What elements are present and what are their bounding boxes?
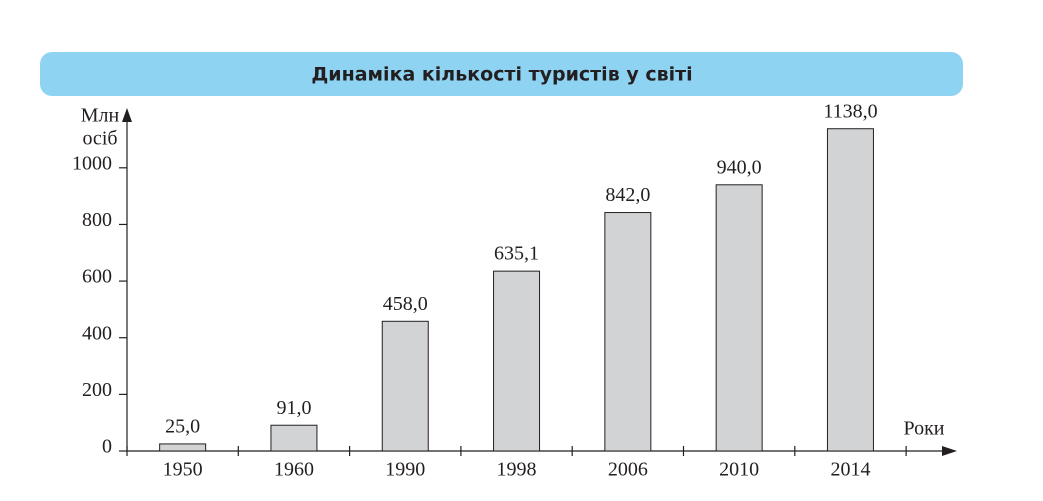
value-label: 635,1: [494, 243, 539, 265]
y-tick-label: 200: [82, 379, 112, 401]
x-axis-arrow: [942, 446, 957, 456]
chart-title: Динаміка кількості туристів у світі: [311, 64, 692, 86]
value-label: 940,0: [717, 156, 762, 178]
y-tick-label: 1000: [72, 152, 112, 174]
bar: [270, 424, 318, 452]
x-tick-label: 1990: [385, 459, 425, 481]
bar: [381, 320, 429, 452]
x-axis-label: Роки: [903, 418, 944, 440]
y-tick-label: 600: [82, 266, 112, 288]
bar: [159, 443, 207, 452]
y-tick-label: 400: [82, 322, 112, 344]
x-tick-label: 1950: [163, 459, 203, 481]
y-tick-label: 800: [82, 209, 112, 231]
bar: [493, 270, 541, 452]
x-tick-label: 1960: [274, 459, 314, 481]
y-axis-arrow: [122, 108, 132, 122]
x-tick-label: 2014: [830, 459, 870, 481]
bar: [715, 184, 763, 452]
bar: [826, 128, 874, 452]
x-tick-label: 1998: [497, 459, 537, 481]
x-tick-label: 2010: [719, 459, 759, 481]
value-label: 25,0: [165, 416, 200, 438]
value-label: 91,0: [276, 397, 311, 419]
bar: [604, 212, 652, 452]
y-axis-label: Млн: [81, 105, 120, 127]
value-label: 842,0: [605, 184, 650, 206]
value-label: 458,0: [383, 293, 428, 315]
title-banner: [40, 52, 963, 96]
value-label: 1138,0: [823, 100, 877, 122]
y-tick-label: 0: [102, 436, 112, 458]
x-tick-label: 2006: [608, 459, 648, 481]
y-axis-label: осіб: [82, 128, 117, 150]
